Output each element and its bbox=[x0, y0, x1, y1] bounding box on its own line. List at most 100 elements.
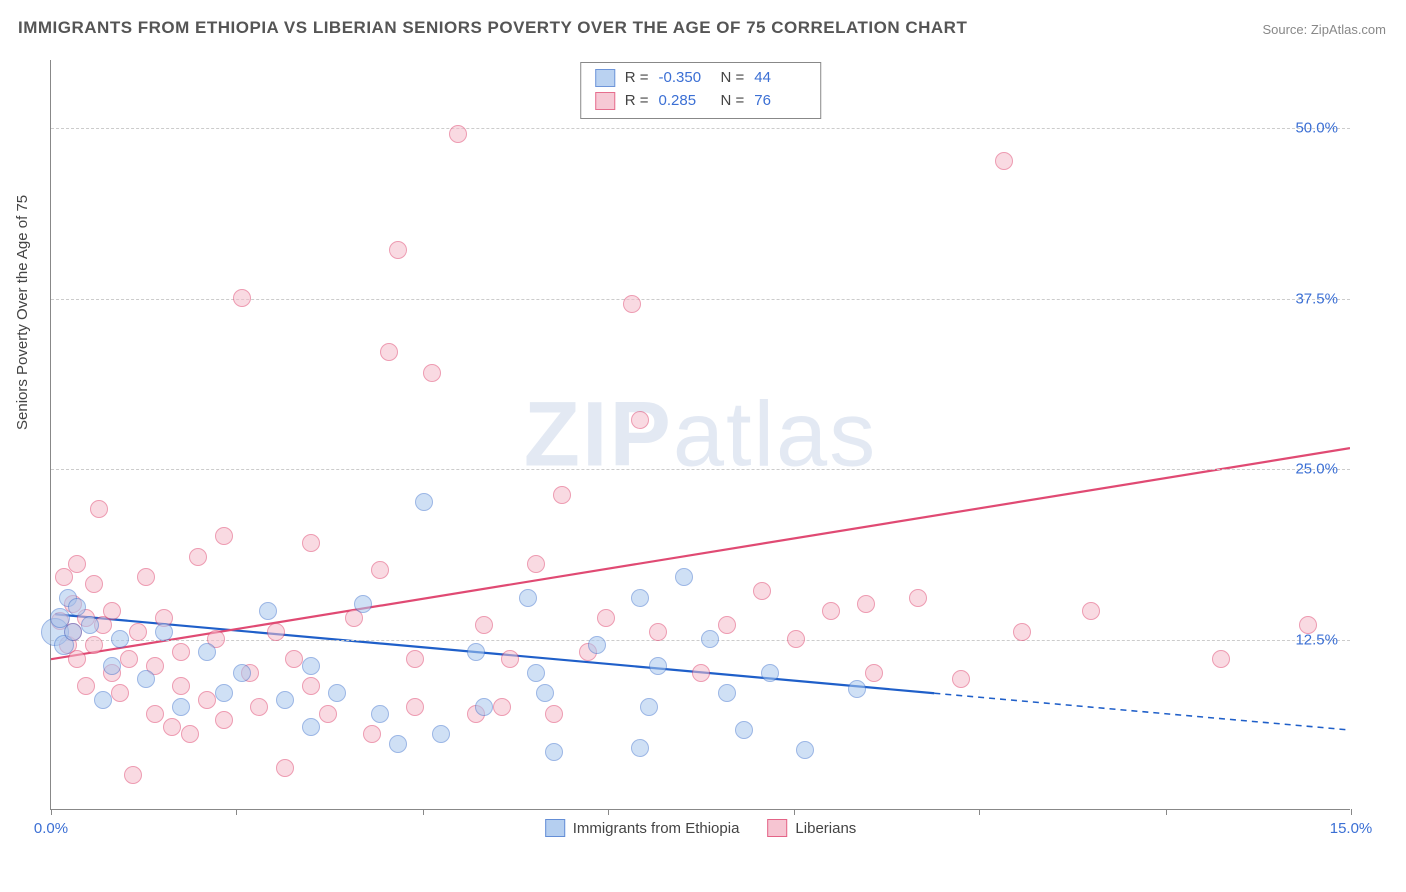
legend-series-item: Liberians bbox=[767, 819, 856, 837]
scatter-point bbox=[475, 616, 493, 634]
legend-n-label: N = bbox=[721, 67, 745, 90]
legend-swatch bbox=[595, 92, 615, 110]
scatter-point bbox=[1212, 650, 1230, 668]
scatter-point bbox=[389, 735, 407, 753]
scatter-point bbox=[146, 705, 164, 723]
scatter-point bbox=[952, 670, 970, 688]
trend-line bbox=[51, 448, 1350, 659]
scatter-point bbox=[649, 623, 667, 641]
scatter-point bbox=[597, 609, 615, 627]
scatter-point bbox=[415, 493, 433, 511]
scatter-point bbox=[467, 643, 485, 661]
scatter-point bbox=[640, 698, 658, 716]
scatter-point bbox=[371, 705, 389, 723]
scatter-point bbox=[623, 295, 641, 313]
x-tick bbox=[608, 809, 609, 815]
scatter-point bbox=[64, 623, 82, 641]
plot-area: ZIPatlas R =-0.350N =44R =0.285N =76 Imm… bbox=[50, 60, 1350, 810]
scatter-point bbox=[406, 650, 424, 668]
scatter-point bbox=[181, 725, 199, 743]
scatter-point bbox=[735, 721, 753, 739]
y-tick-label: 25.0% bbox=[1295, 461, 1338, 478]
legend-series-label: Immigrants from Ethiopia bbox=[573, 820, 740, 837]
x-tick-label: 0.0% bbox=[34, 820, 68, 837]
scatter-point bbox=[822, 602, 840, 620]
scatter-point bbox=[120, 650, 138, 668]
scatter-point bbox=[77, 677, 95, 695]
legend-row: R = -0.350 N = 44 bbox=[595, 67, 807, 90]
scatter-point bbox=[406, 698, 424, 716]
legend-series: Immigrants from Ethiopia Liberians bbox=[545, 819, 857, 837]
scatter-point bbox=[198, 691, 216, 709]
legend-r-value: -0.350 bbox=[659, 67, 711, 90]
y-tick-label: 37.5% bbox=[1295, 290, 1338, 307]
source-name: ZipAtlas.com bbox=[1311, 22, 1386, 37]
y-tick-label: 12.5% bbox=[1295, 631, 1338, 648]
scatter-point bbox=[718, 684, 736, 702]
scatter-point bbox=[302, 657, 320, 675]
legend-row: R =0.285N =76 bbox=[595, 90, 807, 113]
scatter-point bbox=[761, 664, 779, 682]
scatter-point bbox=[111, 630, 129, 648]
scatter-point bbox=[129, 623, 147, 641]
scatter-point bbox=[1299, 616, 1317, 634]
scatter-point bbox=[85, 575, 103, 593]
source-prefix: Source: bbox=[1262, 22, 1310, 37]
scatter-point bbox=[55, 568, 73, 586]
scatter-point bbox=[423, 364, 441, 382]
scatter-point bbox=[215, 527, 233, 545]
legend-series-label: Liberians bbox=[795, 820, 856, 837]
trend-line-extrapolated bbox=[934, 693, 1350, 730]
scatter-point bbox=[527, 664, 545, 682]
legend-n-value: 44 bbox=[754, 67, 806, 90]
scatter-point bbox=[68, 598, 86, 616]
scatter-point bbox=[215, 684, 233, 702]
scatter-point bbox=[501, 650, 519, 668]
scatter-point bbox=[796, 741, 814, 759]
legend-r-value: 0.285 bbox=[659, 90, 711, 113]
scatter-point bbox=[519, 589, 537, 607]
y-tick-label: 50.0% bbox=[1295, 120, 1338, 137]
x-tick bbox=[979, 809, 980, 815]
scatter-point bbox=[493, 698, 511, 716]
scatter-point bbox=[649, 657, 667, 675]
scatter-point bbox=[259, 602, 277, 620]
scatter-point bbox=[995, 152, 1013, 170]
scatter-point bbox=[103, 602, 121, 620]
gridline bbox=[51, 469, 1350, 470]
scatter-point bbox=[302, 534, 320, 552]
scatter-point bbox=[137, 670, 155, 688]
scatter-point bbox=[198, 643, 216, 661]
scatter-point bbox=[189, 548, 207, 566]
x-tick-label: 15.0% bbox=[1330, 820, 1373, 837]
scatter-point bbox=[68, 555, 86, 573]
legend-correlation: R =-0.350N =44R =0.285N =76 bbox=[580, 62, 822, 119]
x-tick bbox=[1351, 809, 1352, 815]
scatter-point bbox=[848, 680, 866, 698]
scatter-point bbox=[753, 582, 771, 600]
scatter-point bbox=[1082, 602, 1100, 620]
scatter-point bbox=[163, 718, 181, 736]
scatter-point bbox=[363, 725, 381, 743]
scatter-point bbox=[701, 630, 719, 648]
scatter-point bbox=[631, 411, 649, 429]
legend-r-label: R = bbox=[625, 90, 649, 113]
trend-lines-layer bbox=[51, 60, 1350, 809]
legend-swatch bbox=[595, 69, 615, 87]
legend-swatch bbox=[545, 819, 565, 837]
chart-title: IMMIGRANTS FROM ETHIOPIA VS LIBERIAN SEN… bbox=[18, 18, 967, 38]
scatter-point bbox=[155, 623, 173, 641]
scatter-point bbox=[124, 766, 142, 784]
x-tick bbox=[51, 809, 52, 815]
scatter-point bbox=[675, 568, 693, 586]
scatter-point bbox=[233, 664, 251, 682]
scatter-point bbox=[475, 698, 493, 716]
scatter-point bbox=[285, 650, 303, 668]
x-tick bbox=[423, 809, 424, 815]
scatter-point bbox=[267, 623, 285, 641]
scatter-point bbox=[90, 500, 108, 518]
x-tick bbox=[236, 809, 237, 815]
scatter-point bbox=[553, 486, 571, 504]
scatter-point bbox=[81, 616, 99, 634]
legend-r-label: R = bbox=[625, 67, 649, 90]
